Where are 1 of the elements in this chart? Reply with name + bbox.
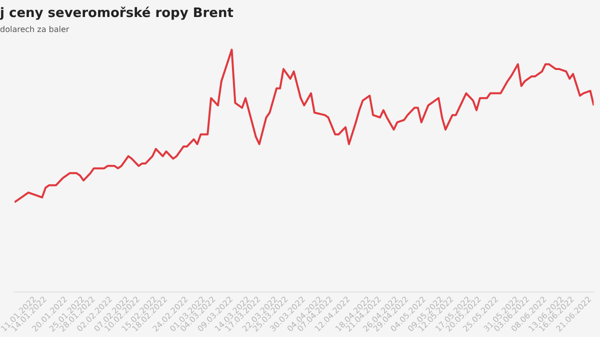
chart-subtitle: dolarech za baler — [0, 25, 70, 34]
